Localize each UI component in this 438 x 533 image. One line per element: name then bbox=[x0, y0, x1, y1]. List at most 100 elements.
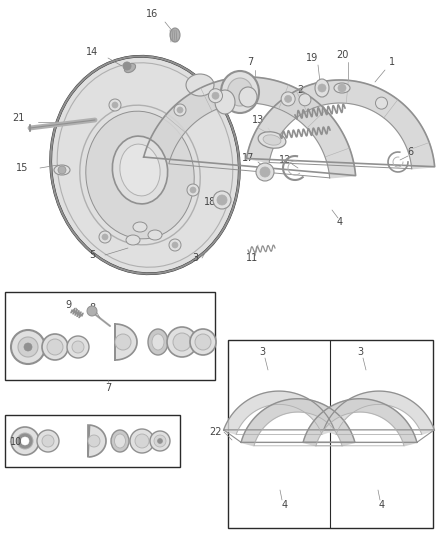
Polygon shape bbox=[144, 77, 356, 178]
Circle shape bbox=[299, 94, 311, 106]
Circle shape bbox=[212, 92, 219, 99]
Circle shape bbox=[172, 242, 178, 248]
Circle shape bbox=[72, 341, 84, 353]
Ellipse shape bbox=[80, 105, 200, 245]
Circle shape bbox=[112, 102, 118, 108]
Circle shape bbox=[338, 84, 346, 92]
Polygon shape bbox=[303, 399, 417, 446]
Circle shape bbox=[99, 231, 111, 243]
Text: 2: 2 bbox=[297, 85, 303, 95]
Circle shape bbox=[130, 429, 154, 453]
Ellipse shape bbox=[334, 83, 350, 93]
Text: 20: 20 bbox=[336, 50, 348, 60]
Polygon shape bbox=[88, 425, 106, 457]
Circle shape bbox=[17, 433, 33, 449]
Circle shape bbox=[67, 336, 89, 358]
Polygon shape bbox=[247, 80, 434, 169]
Ellipse shape bbox=[239, 87, 257, 107]
Ellipse shape bbox=[315, 79, 329, 97]
Ellipse shape bbox=[258, 132, 286, 148]
Ellipse shape bbox=[170, 28, 180, 42]
Circle shape bbox=[11, 330, 45, 364]
Text: 7: 7 bbox=[247, 57, 253, 67]
Circle shape bbox=[169, 239, 181, 251]
Circle shape bbox=[123, 62, 131, 70]
Ellipse shape bbox=[152, 334, 164, 350]
Ellipse shape bbox=[221, 71, 259, 113]
Ellipse shape bbox=[124, 63, 136, 72]
Text: 19: 19 bbox=[306, 53, 318, 63]
Text: 5: 5 bbox=[89, 250, 95, 260]
Polygon shape bbox=[115, 324, 137, 360]
Circle shape bbox=[115, 334, 131, 350]
Circle shape bbox=[318, 84, 326, 92]
Text: 4: 4 bbox=[337, 217, 343, 227]
Bar bbox=[5, 415, 180, 467]
Text: 8: 8 bbox=[89, 303, 95, 313]
Text: 6: 6 bbox=[407, 147, 413, 157]
Circle shape bbox=[173, 333, 191, 351]
Ellipse shape bbox=[120, 144, 160, 196]
Text: 13: 13 bbox=[252, 115, 264, 125]
Circle shape bbox=[58, 166, 66, 174]
Text: 10: 10 bbox=[10, 437, 22, 447]
Circle shape bbox=[208, 88, 223, 103]
Circle shape bbox=[375, 97, 388, 109]
Circle shape bbox=[158, 439, 162, 443]
Circle shape bbox=[42, 334, 68, 360]
Circle shape bbox=[260, 167, 270, 177]
Ellipse shape bbox=[86, 111, 194, 239]
Text: 22: 22 bbox=[209, 427, 222, 437]
Ellipse shape bbox=[126, 235, 140, 245]
Ellipse shape bbox=[148, 230, 162, 240]
Circle shape bbox=[187, 184, 199, 196]
Ellipse shape bbox=[114, 434, 126, 448]
Circle shape bbox=[18, 337, 38, 357]
Ellipse shape bbox=[113, 136, 168, 204]
Text: 9: 9 bbox=[65, 300, 71, 310]
Circle shape bbox=[190, 187, 196, 193]
Circle shape bbox=[88, 435, 100, 447]
Ellipse shape bbox=[51, 56, 239, 274]
Text: 16: 16 bbox=[146, 9, 158, 19]
Circle shape bbox=[217, 195, 227, 205]
Ellipse shape bbox=[54, 165, 70, 175]
Text: 3: 3 bbox=[192, 253, 198, 263]
Circle shape bbox=[150, 431, 170, 451]
Bar bbox=[5, 292, 215, 380]
Ellipse shape bbox=[111, 430, 129, 452]
Ellipse shape bbox=[215, 90, 235, 114]
Text: 4: 4 bbox=[379, 500, 385, 510]
Polygon shape bbox=[324, 391, 434, 434]
Circle shape bbox=[42, 435, 54, 447]
Text: 11: 11 bbox=[246, 253, 258, 263]
Circle shape bbox=[281, 92, 295, 106]
Circle shape bbox=[87, 306, 97, 316]
Circle shape bbox=[167, 327, 197, 357]
Ellipse shape bbox=[227, 78, 252, 106]
Text: 18: 18 bbox=[204, 197, 216, 207]
Circle shape bbox=[47, 339, 63, 355]
Text: 1: 1 bbox=[389, 57, 395, 67]
Text: 15: 15 bbox=[16, 163, 28, 173]
Ellipse shape bbox=[133, 222, 147, 232]
Text: 12: 12 bbox=[279, 155, 291, 165]
Text: 17: 17 bbox=[242, 153, 254, 163]
Ellipse shape bbox=[148, 329, 168, 355]
Circle shape bbox=[190, 329, 216, 355]
Circle shape bbox=[135, 434, 149, 448]
Circle shape bbox=[195, 334, 211, 350]
Ellipse shape bbox=[57, 63, 233, 267]
Circle shape bbox=[177, 107, 183, 113]
Circle shape bbox=[256, 163, 274, 181]
Text: 4: 4 bbox=[282, 500, 288, 510]
Text: 7: 7 bbox=[105, 383, 111, 393]
Polygon shape bbox=[224, 391, 334, 434]
Text: 14: 14 bbox=[86, 47, 98, 57]
Text: 3: 3 bbox=[259, 347, 265, 357]
Circle shape bbox=[213, 191, 231, 209]
Circle shape bbox=[174, 104, 186, 116]
Circle shape bbox=[109, 99, 121, 111]
Text: 3: 3 bbox=[357, 347, 363, 357]
Circle shape bbox=[24, 343, 32, 351]
